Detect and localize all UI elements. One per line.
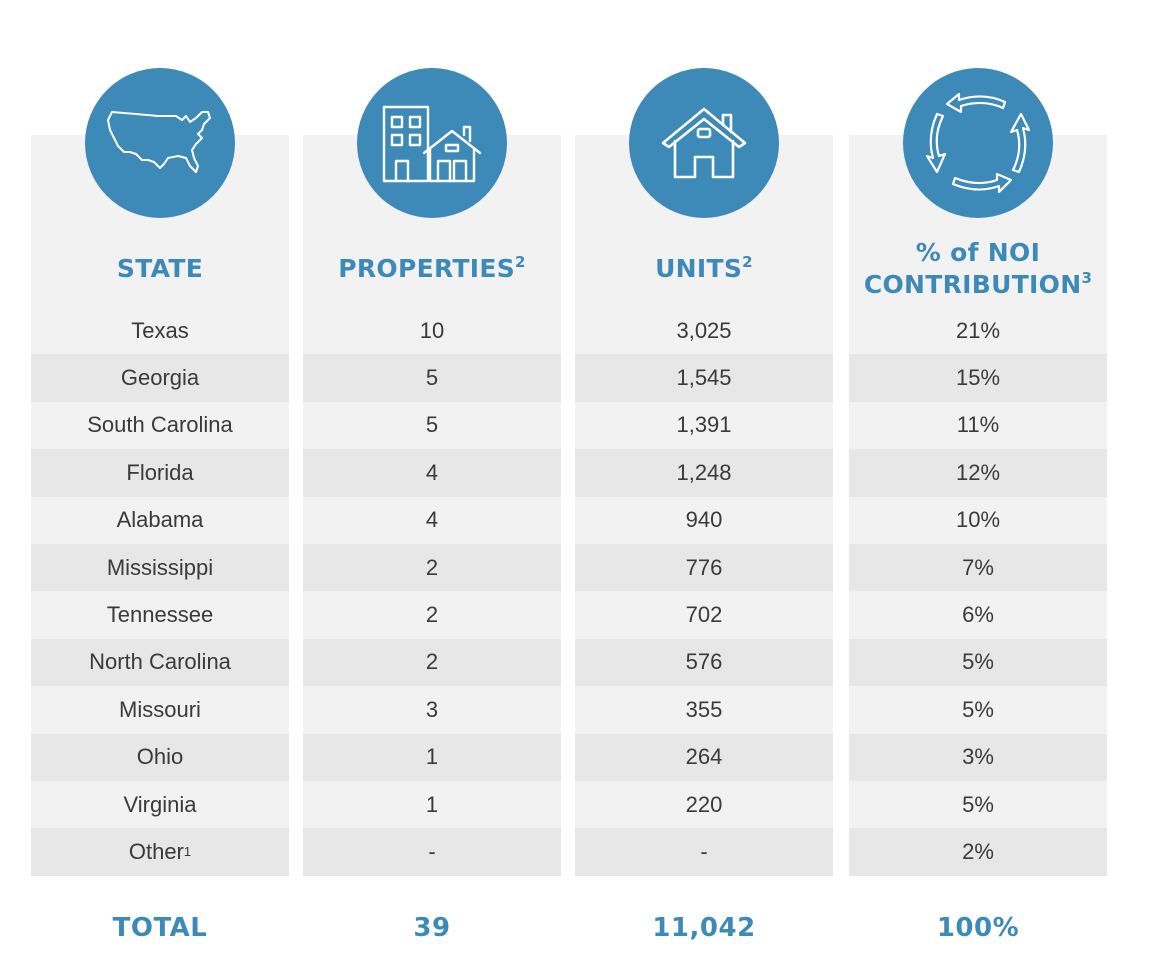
table-row: North Carolina	[31, 638, 289, 687]
table-row: 1,391	[676, 412, 732, 438]
table-row: 1	[303, 733, 561, 781]
table-row: 5	[425, 412, 439, 438]
table-row: 3%	[849, 733, 1107, 781]
table-row: 702	[685, 602, 723, 628]
table-row: 12%	[849, 449, 1107, 497]
table-row: Tennessee	[106, 602, 214, 628]
house-icon	[629, 68, 779, 218]
table-row: 355	[685, 696, 723, 722]
table-row: 264	[575, 733, 833, 781]
table-row: Other 1	[31, 828, 289, 876]
noi-header: % of NOI CONTRIBUTION3	[863, 238, 1093, 299]
units-rows: 3,025 1,545 1,391 1,248 940 776 702 576 …	[575, 307, 833, 876]
table-row: Florida	[31, 449, 289, 497]
table-row: 3	[425, 696, 439, 722]
table-row: 21%	[955, 317, 1001, 343]
table-row: South Carolina	[87, 412, 233, 438]
table-row: 940	[685, 507, 723, 533]
properties-header: PROPERTIES2	[338, 253, 526, 283]
table-row: 3,025	[676, 317, 732, 343]
table-row: Alabama	[116, 507, 204, 533]
table-row: 2	[303, 638, 561, 687]
table-row: Ohio	[31, 733, 289, 781]
table-row: -	[303, 828, 561, 876]
table-row: 11%	[956, 412, 1000, 438]
properties-column: PROPERTIES2 10 5 5 4 4 2 2 2 3 1 1 - 39	[303, 0, 561, 964]
buildings-icon	[357, 68, 507, 218]
table-row: 2	[425, 602, 439, 628]
cycle-arrows-icon	[903, 68, 1053, 218]
table-row: 5%	[962, 696, 994, 722]
table-row: Georgia	[31, 354, 289, 402]
table-row: 4	[303, 449, 561, 497]
units-total: 11,042	[652, 913, 756, 943]
table-row: 576	[575, 638, 833, 687]
table-row: 1	[425, 791, 439, 817]
table-row: 1,545	[575, 354, 833, 402]
noi-rows: 21% 15% 11% 12% 10% 7% 6% 5% 5% 3% 5% 2%	[849, 307, 1107, 876]
state-column: STATE Texas Georgia South Carolina Flori…	[31, 0, 289, 964]
table-row: -	[575, 828, 833, 876]
table-row: Texas	[131, 317, 189, 343]
table-row: Missouri	[119, 696, 201, 722]
units-column: UNITS2 3,025 1,545 1,391 1,248 940 776 7…	[575, 0, 833, 964]
state-total: TOTAL	[112, 913, 208, 943]
table-row: 776	[575, 543, 833, 592]
table-row: 6%	[962, 602, 994, 628]
properties-rows: 10 5 5 4 4 2 2 2 3 1 1 -	[303, 307, 561, 876]
table-row: 7%	[849, 543, 1107, 592]
table-row: 15%	[849, 354, 1107, 402]
state-rows: Texas Georgia South Carolina Florida Ala…	[31, 307, 289, 876]
noi-column: % of NOI CONTRIBUTION3 21% 15% 11% 12% 1…	[849, 0, 1107, 964]
properties-total: 39	[413, 913, 451, 943]
table-row: 5%	[962, 791, 994, 817]
table-row: 2	[303, 543, 561, 592]
table-row: 220	[685, 791, 723, 817]
table-row: 10%	[955, 507, 1001, 533]
table-row: 5%	[849, 638, 1107, 687]
table-row: 5	[303, 354, 561, 402]
us-map-icon	[85, 68, 235, 218]
noi-total: 100%	[936, 913, 1020, 943]
state-header: STATE	[116, 254, 204, 283]
units-header: UNITS2	[655, 253, 753, 283]
table-row: 4	[425, 507, 439, 533]
table-row: Virginia	[123, 791, 197, 817]
table-row: 2%	[849, 828, 1107, 876]
table-row: Mississippi	[31, 543, 289, 592]
table-row: 10	[419, 317, 445, 343]
table-row: 1,248	[575, 449, 833, 497]
